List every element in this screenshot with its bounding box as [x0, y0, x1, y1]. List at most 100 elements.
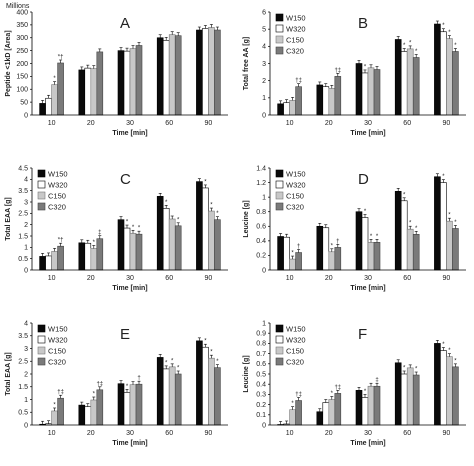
legend-label-w150: W150: [48, 170, 68, 179]
y-tick-label: 1.4: [256, 165, 266, 172]
bar-w320-90: [202, 187, 209, 271]
y-tick-label: 0: [24, 267, 28, 274]
bar-c320-10: [295, 86, 302, 116]
bar-c150-10: [289, 409, 296, 426]
significance-mark: †: [297, 244, 300, 250]
bar-c150-20: [90, 248, 98, 271]
y-tick-label: 5: [262, 26, 266, 33]
significance-mark: *: [415, 226, 418, 232]
bar-w320-20: [322, 86, 330, 116]
y-tick-label: 0: [262, 422, 266, 429]
significance-mark: *: [331, 243, 334, 249]
bar-c150-20: [328, 251, 336, 271]
bar-c150-30: [129, 232, 137, 271]
y-tick-label: 1: [262, 95, 266, 102]
bar-w150-20: [316, 411, 324, 426]
y-tick-label: 3.5: [18, 188, 28, 195]
legend-swatch-c150: [275, 35, 284, 44]
bar-c150-30: [367, 242, 375, 271]
y-tick-label: 2: [262, 78, 266, 85]
bar-c150-60: [406, 367, 414, 426]
panel-letter: C: [120, 171, 131, 188]
bar-c150-90: [446, 220, 453, 271]
x-tick-label: 60: [403, 120, 411, 127]
legend-label-w320: W320: [286, 25, 306, 34]
bar-w150-30: [117, 219, 125, 271]
legend-swatch-w150: [275, 324, 284, 333]
x-tick-label: 10: [48, 275, 56, 282]
y-tick-label: 2.5: [18, 211, 28, 218]
y-tick-label: 4.5: [18, 165, 28, 172]
y-tick-label: 1: [262, 194, 266, 201]
significance-mark: †: [137, 376, 140, 382]
significance-mark: *: [442, 23, 445, 29]
y-tick-label: 0.6: [256, 224, 266, 231]
bar-w320-90: [440, 182, 447, 271]
significance-mark: *: [291, 401, 294, 407]
bar-w150-20: [78, 404, 86, 426]
bar-c150-90: [446, 38, 453, 116]
x-tick-label: 10: [286, 275, 294, 282]
legend-swatch-c320: [275, 46, 284, 55]
significance-mark: *: [415, 49, 418, 55]
panel-a: Millions 0 50 100 150 200 250 300 350 400 Peptide …: [5, 3, 228, 137]
significance-mark: *†: [58, 238, 64, 244]
bar-c150-10: [51, 251, 58, 271]
bar-w150-30: [117, 383, 125, 426]
significance-mark: *: [454, 220, 457, 226]
significance-mark: *: [403, 192, 406, 198]
bar-c150-10: [51, 410, 58, 426]
bar-w150-90: [196, 181, 203, 271]
bar-c320-20: [96, 389, 104, 426]
x-axis-label: Time [min]: [350, 285, 385, 292]
significance-mark: *: [403, 43, 406, 49]
panel-letter: B: [358, 15, 368, 32]
bar-c320-20: [334, 76, 342, 116]
significance-mark: †‡: [334, 385, 341, 391]
y-tick-label: 250: [16, 48, 28, 55]
y-tick-label: 0: [24, 112, 28, 119]
bar-w320-60: [400, 51, 408, 116]
legend-swatch-c150: [275, 191, 284, 200]
bar-c320-60: [412, 374, 420, 426]
bar-c150-10: [289, 100, 296, 116]
bar-c320-90: [452, 228, 459, 271]
significance-mark: *: [409, 40, 412, 46]
x-tick-label: 10: [286, 120, 294, 127]
legend-swatch-w320: [275, 180, 284, 189]
y-axis-label: Total EAA [g]: [5, 352, 12, 396]
bar-c320-60: [412, 57, 420, 116]
bar-c320-10: [57, 245, 64, 271]
y-tick-label: 0: [24, 422, 28, 429]
legend-swatch-w150: [275, 13, 284, 22]
legend-swatch-w320: [37, 335, 46, 344]
significance-mark: *: [364, 64, 367, 70]
y-tick-label: 0.2: [256, 253, 266, 260]
significance-mark: *: [442, 174, 445, 180]
bar-w320-30: [361, 72, 369, 116]
significance-mark: †: [336, 239, 339, 245]
significance-mark: †‡: [295, 392, 302, 398]
bar-w150-20: [316, 225, 324, 271]
x-tick-label: 20: [325, 275, 333, 282]
bar-w320-60: [162, 368, 170, 426]
bar-w150-90: [196, 29, 203, 116]
bar-c320-30: [373, 69, 381, 116]
bar-c320-90: [452, 366, 459, 426]
bar-w150-60: [156, 196, 164, 271]
x-tick-label: 30: [126, 120, 134, 127]
legend-swatch-w320: [37, 180, 46, 189]
bar-w150-60: [394, 39, 402, 116]
bar-w150-10: [39, 256, 46, 271]
bar-c150-20: [328, 399, 336, 426]
bar-c320-20: [334, 247, 342, 271]
x-tick-label: 90: [443, 430, 451, 437]
y-tick-label: 0: [262, 112, 266, 119]
bar-c150-60: [168, 366, 176, 426]
bar-c320-90: [214, 367, 221, 426]
x-tick-label: 10: [286, 430, 294, 437]
bar-w320-10: [283, 102, 290, 116]
significance-mark: *: [291, 251, 294, 257]
